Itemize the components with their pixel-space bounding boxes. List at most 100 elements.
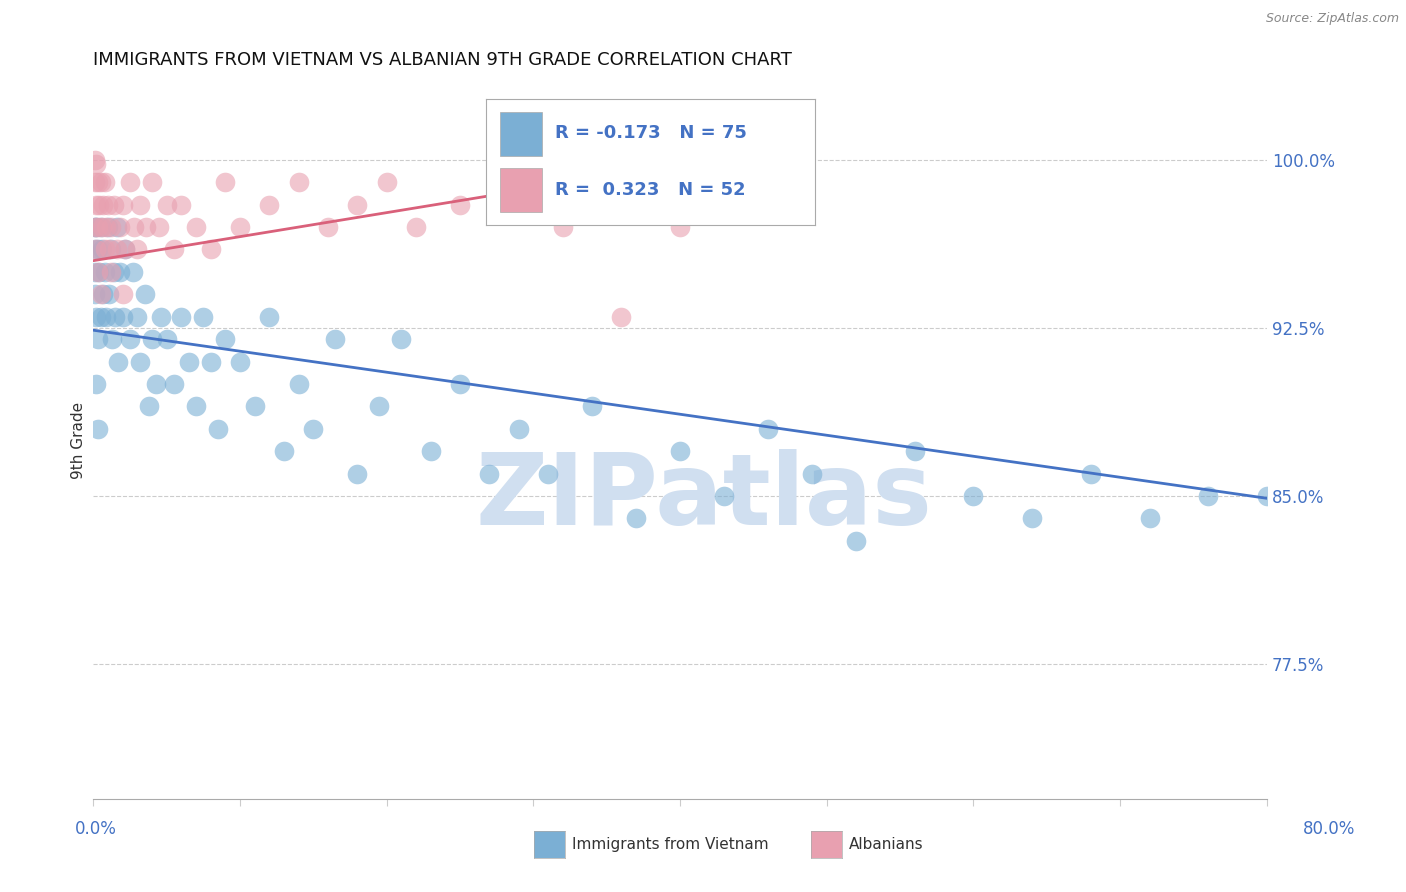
Point (103, 197, 125, 211)
Point (118, 175, 141, 189)
Text: 0.0%: 0.0% (75, 820, 117, 838)
Point (904, 444, 927, 458)
Point (508, 422, 530, 436)
Point (105, 220, 128, 235)
Point (86, 332, 108, 346)
Point (98, 243, 121, 257)
Point (111, 197, 134, 211)
Point (273, 444, 295, 458)
Point (97, 197, 120, 211)
Y-axis label: 9th Grade: 9th Grade (72, 401, 86, 479)
Point (83, 220, 105, 235)
Point (87, 197, 110, 211)
Point (94, 175, 117, 189)
Point (713, 489, 735, 503)
Point (89, 220, 111, 235)
Point (375, 175, 398, 189)
Point (129, 197, 152, 211)
Point (149, 310, 172, 324)
Point (624, 511, 647, 525)
Point (94, 265, 117, 279)
Point (93, 287, 115, 301)
Point (129, 354, 152, 368)
Point (257, 310, 280, 324)
Point (756, 422, 779, 436)
Point (316, 220, 339, 235)
Point (114, 243, 136, 257)
Point (83, 175, 105, 189)
Point (107, 354, 129, 368)
Text: IMMIGRANTS FROM VIETNAM VS ALBANIAN 9TH GRADE CORRELATION CHART: IMMIGRANTS FROM VIETNAM VS ALBANIAN 9TH … (93, 51, 792, 69)
Point (170, 310, 193, 324)
Point (141, 332, 163, 346)
Point (449, 197, 471, 211)
Point (193, 310, 215, 324)
Point (405, 220, 427, 235)
Point (83, 243, 105, 257)
Point (243, 400, 266, 414)
Point (170, 197, 193, 211)
Point (581, 400, 603, 414)
Point (96, 220, 118, 235)
Point (84, 157, 107, 171)
Point (100, 265, 122, 279)
Point (200, 243, 222, 257)
Point (121, 265, 143, 279)
Text: ZIPatlas: ZIPatlas (475, 449, 932, 546)
Point (419, 444, 441, 458)
Point (610, 310, 633, 324)
Point (1080, 467, 1102, 481)
Point (94, 243, 117, 257)
Point (389, 332, 412, 346)
Point (669, 444, 692, 458)
Point (229, 354, 252, 368)
Point (89, 310, 111, 324)
Point (86, 422, 108, 436)
Point (87, 265, 110, 279)
Point (98, 287, 121, 301)
Point (86, 220, 108, 235)
Point (122, 220, 145, 235)
Point (101, 332, 124, 346)
Point (801, 467, 824, 481)
Point (155, 332, 177, 346)
Point (100, 243, 122, 257)
Point (84, 220, 107, 235)
Point (91, 220, 114, 235)
Point (449, 376, 471, 391)
Text: Immigrants from Vietnam: Immigrants from Vietnam (572, 838, 769, 852)
Point (148, 220, 170, 235)
Point (1139, 511, 1161, 525)
Point (492, 175, 515, 189)
Point (111, 287, 134, 301)
Point (89, 287, 111, 301)
Point (346, 197, 368, 211)
Point (845, 533, 868, 548)
Text: Albanians: Albanians (849, 838, 924, 852)
Point (83, 287, 105, 301)
Point (184, 220, 207, 235)
Point (141, 175, 163, 189)
Point (114, 243, 136, 257)
Point (155, 197, 177, 211)
Point (89, 175, 111, 189)
Point (669, 220, 692, 235)
Point (214, 332, 236, 346)
Point (86, 175, 108, 189)
Point (84, 376, 107, 391)
Point (111, 310, 134, 324)
Point (135, 220, 157, 235)
Point (134, 287, 156, 301)
Point (287, 376, 309, 391)
Point (84, 243, 107, 257)
Point (368, 400, 391, 414)
Point (537, 467, 560, 481)
Point (200, 354, 222, 368)
Point (163, 376, 186, 391)
Point (83, 265, 105, 279)
Point (163, 243, 186, 257)
Point (478, 467, 501, 481)
Point (1197, 489, 1219, 503)
Point (207, 422, 229, 436)
Point (86, 243, 108, 257)
